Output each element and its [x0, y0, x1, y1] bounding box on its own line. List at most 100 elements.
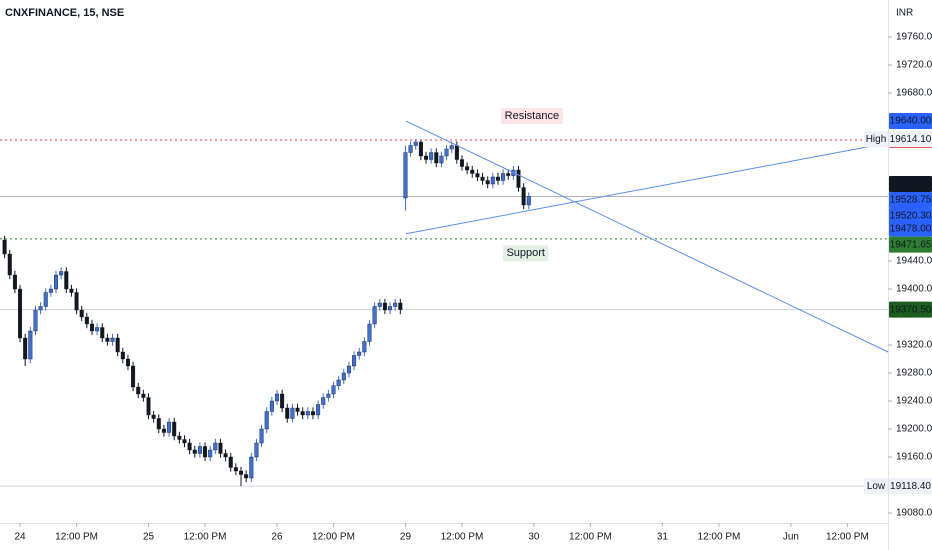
candle-body — [18, 288, 23, 339]
candle-body — [89, 323, 94, 332]
candle-body — [269, 400, 274, 412]
candle-body — [346, 365, 351, 374]
candle-body — [449, 145, 454, 150]
candle-body — [506, 173, 511, 176]
candle-body — [161, 428, 166, 433]
candle-body — [249, 456, 254, 479]
candle-body — [480, 176, 485, 181]
candle-body — [357, 351, 362, 356]
candle-body — [352, 355, 357, 367]
candle-body — [244, 474, 249, 479]
x-tick-label: 12:00 PM — [55, 532, 98, 543]
price-label: 19471.65 — [890, 239, 932, 250]
candle-body — [203, 446, 208, 458]
candle-body — [521, 187, 526, 206]
candle-body — [69, 288, 74, 293]
y-tick-label: 19760.00 — [896, 32, 932, 43]
x-tick-label: 12:00 PM — [312, 532, 355, 543]
y-tick-label: 19400.00 — [896, 284, 932, 295]
y-tick-label: 19720.00 — [896, 60, 932, 71]
candle-body — [254, 442, 259, 458]
candle-body — [43, 292, 48, 307]
y-tick-label: 19200.00 — [896, 424, 932, 435]
candle-body — [418, 141, 423, 157]
candle-body — [526, 196, 531, 206]
candle-body — [300, 411, 305, 416]
candle-body — [388, 306, 393, 311]
annotation-box — [500, 108, 563, 125]
price-tag-box — [864, 478, 888, 495]
candle-body — [280, 393, 285, 409]
candle-body — [177, 435, 182, 440]
x-tick-label: 12:00 PM — [184, 532, 227, 543]
candle-body — [182, 439, 187, 444]
candle-body — [167, 421, 172, 433]
candle-body — [413, 141, 418, 146]
candle-body — [403, 152, 408, 199]
candle-body — [290, 407, 295, 419]
candle-body — [223, 453, 228, 458]
candle-body — [197, 446, 202, 454]
candle-body — [310, 411, 315, 416]
price-tag: High — [866, 134, 887, 145]
x-tick-label: 24 — [14, 532, 26, 543]
x-tick-label: 12:00 PM — [826, 532, 869, 543]
candle-body — [74, 292, 79, 311]
candle-body — [465, 166, 470, 171]
candle-body — [424, 155, 429, 160]
candle-body — [341, 372, 346, 381]
candle-body — [336, 379, 341, 386]
candle-body — [146, 397, 151, 416]
x-tick-label: 12:00 PM — [441, 532, 484, 543]
candle-body — [490, 176, 495, 185]
candle-body — [110, 337, 115, 342]
x-tick-label: 26 — [271, 532, 283, 543]
candle-body — [326, 393, 331, 398]
candle-body — [393, 302, 398, 307]
candle-body — [218, 442, 223, 454]
candle-body — [64, 271, 69, 290]
price-label-box — [889, 236, 932, 253]
candle-body — [23, 337, 28, 360]
candle-body — [38, 306, 43, 311]
candle-body — [259, 428, 264, 444]
candle-body — [115, 337, 120, 353]
candle-body — [100, 327, 105, 339]
candle-body — [439, 155, 444, 164]
price-label: 19520.30 — [890, 211, 932, 222]
candle-body — [475, 173, 480, 178]
y-tick-label: 19080.00 — [896, 508, 932, 519]
candle-body — [285, 407, 290, 419]
candle-body — [213, 442, 218, 451]
x-tick-label: Jun — [783, 532, 799, 543]
candle-body — [459, 159, 464, 167]
candle-body — [141, 393, 146, 398]
candle-body — [264, 411, 269, 430]
candle-body — [131, 365, 136, 388]
price-label-box — [889, 131, 932, 148]
candle-body — [239, 470, 244, 475]
price-label: 19478.00 — [890, 223, 932, 234]
y-tick-label: 19160.00 — [896, 452, 932, 463]
currency: INR — [896, 8, 913, 19]
candle-body — [54, 274, 59, 290]
candle-body — [316, 404, 321, 416]
candle-body — [151, 414, 156, 419]
x-tick-label: 29 — [400, 532, 412, 543]
candle-body — [321, 397, 326, 405]
candle-body — [470, 169, 475, 174]
candle-body — [59, 271, 64, 276]
candle-body — [444, 148, 449, 157]
candle-body — [367, 323, 372, 342]
price-label-box — [889, 113, 932, 130]
candle-body — [95, 327, 100, 332]
candle-body — [485, 180, 490, 185]
candle-body — [305, 411, 310, 416]
y-tick-label: 19280.00 — [896, 368, 932, 379]
candle-body — [28, 330, 33, 360]
candle-body — [84, 316, 89, 325]
candle-body — [429, 152, 434, 160]
y-tick-label: 19680.00 — [896, 88, 932, 99]
annotation: Support — [506, 247, 545, 259]
